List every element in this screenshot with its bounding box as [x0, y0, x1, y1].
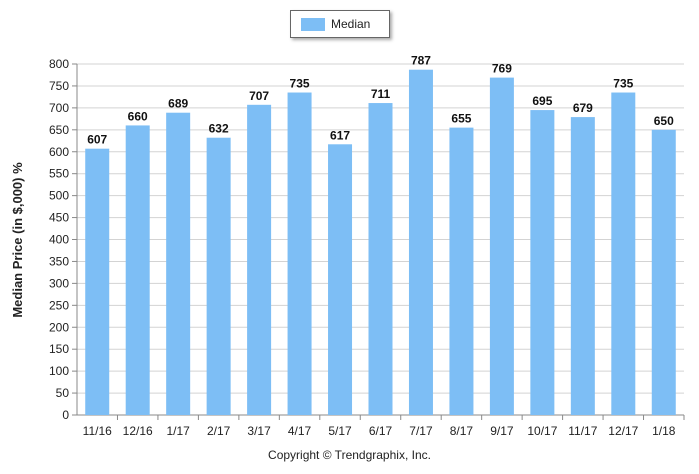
y-tick-label: 300 — [49, 276, 69, 290]
data-label-5/17: 617 — [330, 128, 350, 142]
y-tick-label: 100 — [49, 364, 69, 378]
y-tick-label: 400 — [49, 233, 69, 247]
y-tick-label: 250 — [49, 298, 69, 312]
bar-2/17 — [206, 137, 231, 415]
y-tick-labels: 0 50 100 150 200 250 300 350 400 450 500 550 600 650 7… — [49, 57, 69, 422]
y-tick-label: 650 — [49, 123, 69, 137]
bar-3/17 — [247, 104, 272, 416]
data-label-1/17: 689 — [168, 97, 188, 111]
x-tick-label-5/17: 5/17 — [328, 424, 352, 438]
y-tick-label: 200 — [49, 320, 69, 334]
x-tick-label-11/16: 11/16 — [83, 424, 112, 438]
x-tick-label-9/17: 9/17 — [490, 424, 514, 438]
data-label-11/17: 679 — [573, 101, 593, 115]
x-tick-label-8/17: 8/17 — [450, 424, 474, 438]
data-labels: 607 660 689 632 707 735 617 711 787 655 769 695 679 7… — [87, 54, 674, 147]
bars — [85, 69, 676, 416]
x-tick-labels: 11/16 12/16 1/17 2/17 3/17 4/17 5/17 6/17 7/17 8/… — [83, 424, 676, 438]
x-tick-label-4/17: 4/17 — [288, 424, 312, 438]
bar-10/17 — [530, 110, 555, 415]
y-tick-label: 150 — [49, 342, 69, 356]
data-label-10/17: 695 — [532, 94, 552, 108]
legend-label-median: Median — [331, 17, 371, 31]
y-tick-label: 600 — [49, 145, 69, 159]
data-label-7/17: 787 — [411, 54, 431, 68]
data-label-1/18: 650 — [654, 114, 674, 128]
data-label-4/17: 735 — [290, 77, 310, 91]
bar-8/17 — [449, 127, 474, 416]
bar-7/17 — [408, 69, 433, 416]
data-label-3/17: 707 — [249, 89, 269, 103]
bar-6/17 — [368, 103, 393, 415]
bar-12/17 — [611, 92, 636, 416]
x-tick-label-12/16: 12/16 — [123, 424, 153, 438]
x-tick-label-11/17: 11/17 — [568, 424, 597, 438]
x-tick-label-1/18: 1/18 — [652, 424, 676, 438]
y-tick-label: 0 — [62, 408, 69, 422]
x-tick-label-12/17: 12/17 — [608, 424, 638, 438]
x-tick-label-2/17: 2/17 — [207, 424, 231, 438]
bar-5/17 — [328, 144, 353, 415]
bar-1/18 — [651, 129, 676, 415]
data-label-11/16: 607 — [87, 133, 107, 147]
bar-11/17 — [570, 117, 595, 416]
bar-12/16 — [125, 125, 150, 416]
y-tick-label: 350 — [49, 254, 69, 268]
data-label-12/17: 735 — [613, 77, 633, 91]
y-axis-label: Median Price (in $,000) % — [10, 162, 25, 318]
bar-11/16 — [85, 148, 110, 415]
bar-9/17 — [489, 77, 514, 415]
x-tick-label-1/17: 1/17 — [166, 424, 190, 438]
legend-swatch-median — [301, 17, 325, 31]
y-tick-label: 700 — [49, 101, 69, 115]
bar-1/17 — [166, 112, 191, 416]
x-tick-label-7/17: 7/17 — [409, 424, 433, 438]
y-tick-label: 450 — [49, 211, 69, 225]
y-tick-label: 50 — [56, 386, 70, 400]
x-tick-label-6/17: 6/17 — [369, 424, 393, 438]
copyright-text: Copyright © Trendgraphix, Inc. — [268, 448, 431, 462]
x-tick-label-10/17: 10/17 — [527, 424, 557, 438]
y-tick-label: 500 — [49, 189, 69, 203]
data-label-12/16: 660 — [128, 109, 148, 123]
data-label-9/17: 769 — [492, 62, 512, 76]
x-tick-label-3/17: 3/17 — [247, 424, 271, 438]
chart-legend: Median — [290, 10, 390, 38]
y-tick-label: 550 — [49, 167, 69, 181]
y-tick-label: 800 — [49, 57, 69, 71]
data-label-2/17: 632 — [209, 122, 229, 136]
data-label-8/17: 655 — [451, 112, 471, 126]
y-tick-label: 750 — [49, 79, 69, 93]
data-label-6/17: 711 — [371, 87, 391, 101]
bar-4/17 — [287, 92, 312, 416]
